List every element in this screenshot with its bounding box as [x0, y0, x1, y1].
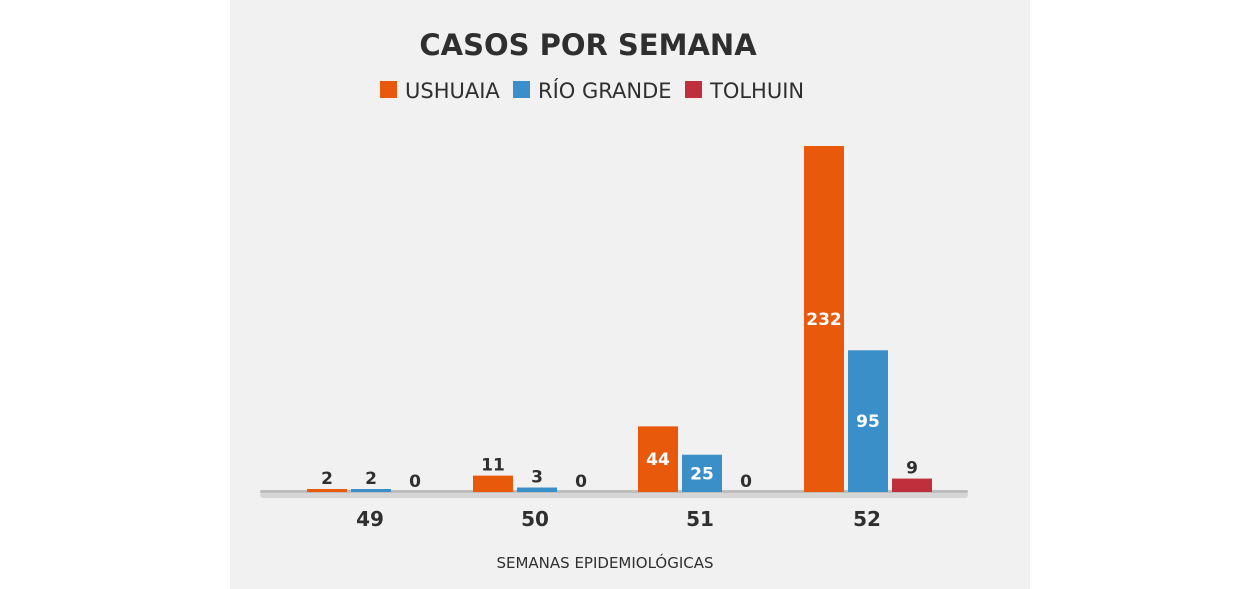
- value-label-ushuaia-49: 2: [321, 469, 333, 489]
- bar-tolhuin-52: [892, 478, 932, 492]
- value-label-ushuaia-50: 11: [481, 456, 505, 476]
- legend-label-rio-grande: RÍO GRANDE: [538, 78, 672, 103]
- category-label-50: 50: [521, 507, 549, 531]
- value-label-rio-grande-50: 3: [531, 468, 543, 488]
- legend-label-ushuaia: USHUAIA: [405, 79, 500, 103]
- bars-group: [307, 146, 932, 492]
- value-label-rio-grande-49: 2: [365, 469, 377, 489]
- baseline-shadow: [260, 490, 968, 498]
- bar-ushuaia-50: [473, 475, 513, 492]
- bar-rio-grande-50: [517, 487, 557, 492]
- value-labels-group: 2 2 0 11 3 0 44 25 0 232 95 9: [321, 310, 918, 492]
- category-label-51: 51: [686, 507, 714, 531]
- value-label-rio-grande-52: 95: [856, 412, 880, 432]
- bar-rio-grande-52: [848, 350, 888, 492]
- bar-ushuaia-51: [638, 426, 678, 492]
- legend: USHUAIA RÍO GRANDE TOLHUIN: [380, 78, 804, 103]
- legend-label-tolhuin: TOLHUIN: [709, 79, 804, 103]
- category-labels: 49 50 51 52: [356, 507, 881, 531]
- chart-title: CASOS POR SEMANA: [419, 28, 757, 62]
- bar-rio-grande-49: [351, 489, 391, 492]
- value-label-tolhuin-49: 0: [409, 472, 421, 492]
- value-label-ushuaia-51: 44: [646, 450, 670, 470]
- legend-swatch-tolhuin: [685, 81, 702, 98]
- bar-chart: CASOS POR SEMANA USHUAIA RÍO GRANDE TOLH…: [260, 28, 968, 572]
- value-label-tolhuin-52: 9: [906, 459, 918, 479]
- category-label-49: 49: [356, 507, 384, 531]
- chart-panel: CASOS POR SEMANA USHUAIA RÍO GRANDE TOLH…: [230, 0, 1030, 589]
- value-label-tolhuin-51: 0: [740, 472, 752, 492]
- value-label-ushuaia-52: 232: [806, 310, 842, 330]
- value-label-tolhuin-50: 0: [575, 472, 587, 492]
- bar-ushuaia-49: [307, 489, 347, 492]
- legend-swatch-rio-grande: [513, 81, 530, 98]
- category-label-52: 52: [853, 507, 881, 531]
- bar-ushuaia-52: [804, 146, 844, 492]
- bar-rio-grande-51: [682, 454, 722, 492]
- value-label-rio-grande-51: 25: [690, 464, 714, 484]
- x-axis-label: SEMANAS EPIDEMIOLÓGICAS: [496, 553, 713, 572]
- legend-swatch-ushuaia: [380, 81, 397, 98]
